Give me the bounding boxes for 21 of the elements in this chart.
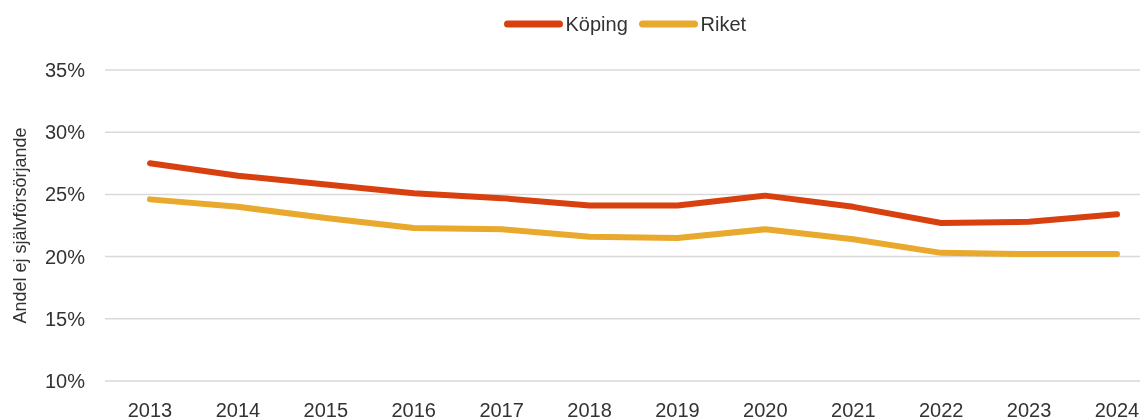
x-tick-label: 2023 [1006, 399, 1052, 420]
y-axis-title: Andel ej självförsörjande [10, 127, 30, 324]
y-tick-label: 35% [44, 59, 86, 81]
x-tick-label: 2015 [303, 399, 349, 420]
y-tick-label: 10% [44, 370, 86, 392]
x-tick-label: 2022 [918, 399, 964, 420]
x-tick-label: 2018 [567, 399, 612, 420]
x-tick-label: 2019 [655, 399, 700, 420]
x-tick-label: 2016 [391, 399, 436, 420]
x-tick-label: 2017 [479, 399, 524, 420]
x-tick-label: 2024 [1094, 399, 1140, 420]
legend-label: Riket [700, 13, 747, 35]
y-tick-label: 20% [44, 245, 86, 268]
x-tick-label: 2021 [831, 399, 876, 420]
y-tick-label: 30% [44, 121, 86, 144]
y-tick-label: 25% [44, 183, 86, 206]
x-tick-label: 2013 [127, 399, 173, 420]
y-tick-label: 15% [44, 307, 86, 330]
x-tick-label: 2020 [743, 399, 788, 420]
legend-label: Köping [565, 13, 628, 35]
x-tick-label: 2014 [215, 399, 261, 420]
